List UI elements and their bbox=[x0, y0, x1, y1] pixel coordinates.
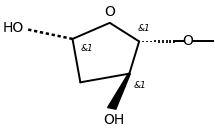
Text: HO: HO bbox=[2, 21, 23, 35]
Text: &1: &1 bbox=[80, 44, 93, 53]
Text: &1: &1 bbox=[133, 81, 146, 90]
Text: O: O bbox=[104, 4, 115, 18]
Text: OH: OH bbox=[103, 113, 124, 127]
Text: &1: &1 bbox=[137, 24, 150, 33]
Polygon shape bbox=[108, 73, 130, 109]
Text: O: O bbox=[183, 34, 194, 48]
